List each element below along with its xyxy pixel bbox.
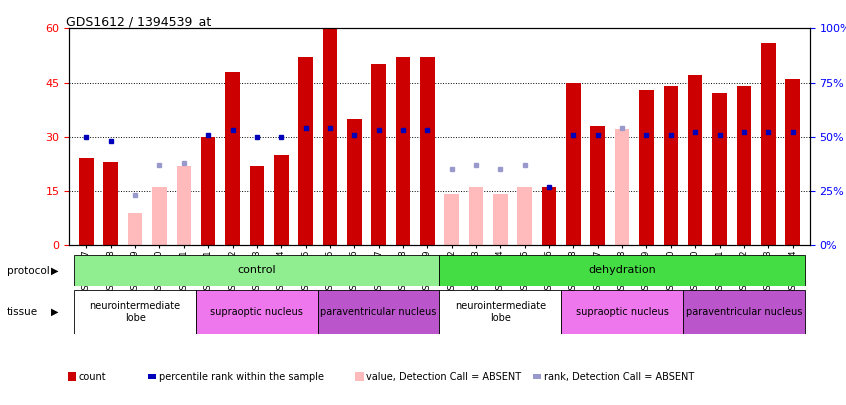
Bar — [225, 72, 239, 245]
Bar — [103, 162, 118, 245]
Text: paraventricular nucleus: paraventricular nucleus — [321, 307, 437, 317]
Bar — [663, 86, 678, 245]
Bar — [712, 93, 727, 245]
Text: control: control — [238, 265, 276, 275]
Bar — [683, 290, 805, 334]
Bar — [444, 194, 459, 245]
Text: ▶: ▶ — [51, 266, 58, 275]
Text: protocol: protocol — [7, 266, 50, 275]
Bar — [493, 194, 508, 245]
Text: rank, Detection Call = ABSENT: rank, Detection Call = ABSENT — [544, 372, 695, 382]
Bar — [688, 75, 702, 245]
Text: ▶: ▶ — [51, 307, 58, 317]
Bar — [128, 213, 142, 245]
Bar — [518, 187, 532, 245]
Text: count: count — [79, 372, 107, 382]
Bar — [541, 187, 557, 245]
Bar — [80, 158, 94, 245]
Bar — [761, 43, 776, 245]
Bar — [177, 166, 191, 245]
Bar — [250, 166, 264, 245]
Bar — [196, 290, 318, 334]
Bar — [371, 64, 386, 245]
Text: tissue: tissue — [7, 307, 38, 317]
Bar — [439, 255, 805, 286]
Text: percentile rank within the sample: percentile rank within the sample — [159, 372, 324, 382]
Bar — [469, 187, 483, 245]
Bar — [566, 83, 580, 245]
Bar — [420, 57, 435, 245]
Bar — [396, 57, 410, 245]
Text: dehydration: dehydration — [588, 265, 656, 275]
Bar — [201, 136, 216, 245]
Text: supraoptic nucleus: supraoptic nucleus — [211, 307, 304, 317]
Text: neurointermediate
lobe: neurointermediate lobe — [90, 301, 181, 323]
Text: value, Detection Call = ABSENT: value, Detection Call = ABSENT — [366, 372, 521, 382]
Bar — [439, 290, 561, 334]
Bar — [74, 290, 196, 334]
Bar — [561, 290, 683, 334]
Bar — [347, 119, 361, 245]
Text: GDS1612 / 1394539_at: GDS1612 / 1394539_at — [66, 15, 211, 28]
Bar — [322, 28, 338, 245]
Bar — [74, 255, 440, 286]
Bar — [640, 90, 654, 245]
Bar — [785, 79, 799, 245]
Bar — [737, 86, 751, 245]
Bar — [615, 130, 629, 245]
Bar — [318, 290, 439, 334]
Bar — [152, 187, 167, 245]
Text: supraoptic nucleus: supraoptic nucleus — [575, 307, 668, 317]
Text: paraventricular nucleus: paraventricular nucleus — [686, 307, 802, 317]
Bar — [274, 155, 288, 245]
Bar — [591, 126, 605, 245]
Bar — [299, 57, 313, 245]
Text: neurointermediate
lobe: neurointermediate lobe — [455, 301, 546, 323]
